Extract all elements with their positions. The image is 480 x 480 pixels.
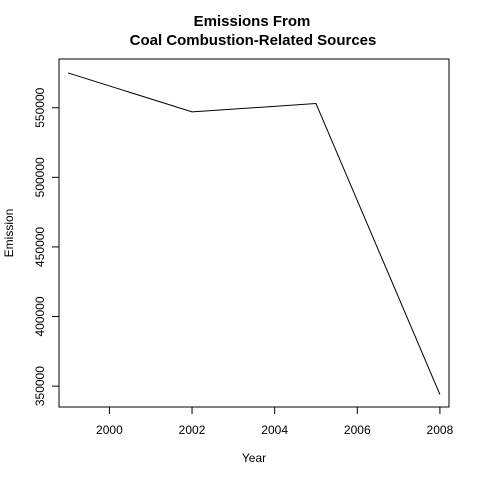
x-tick-label: 2008	[427, 423, 454, 437]
chart-title-line-2: Coal Combustion-Related Sources	[130, 32, 377, 49]
x-tick-label: 2000	[96, 423, 123, 437]
y-axis: 350000 400000 450000 500000 550000	[33, 87, 59, 406]
y-tick-label: 550000	[33, 87, 47, 127]
series-line	[67, 72, 441, 395]
y-tick-label: 450000	[33, 227, 47, 267]
x-axis: 2000 2002 2004 2006 2008	[96, 407, 454, 437]
y-tick-label: 500000	[33, 157, 47, 197]
x-tick-label: 2006	[344, 423, 371, 437]
x-tick-label: 2002	[179, 423, 206, 437]
x-tick-label: 2004	[261, 423, 288, 437]
x-axis-label: Year	[242, 451, 266, 465]
chart-title-line-1: Emissions From	[194, 13, 311, 30]
y-tick-label: 400000	[33, 296, 47, 336]
y-axis-label: Emission	[2, 209, 16, 258]
y-tick-label: 350000	[33, 366, 47, 406]
plot-frame	[58, 58, 450, 408]
